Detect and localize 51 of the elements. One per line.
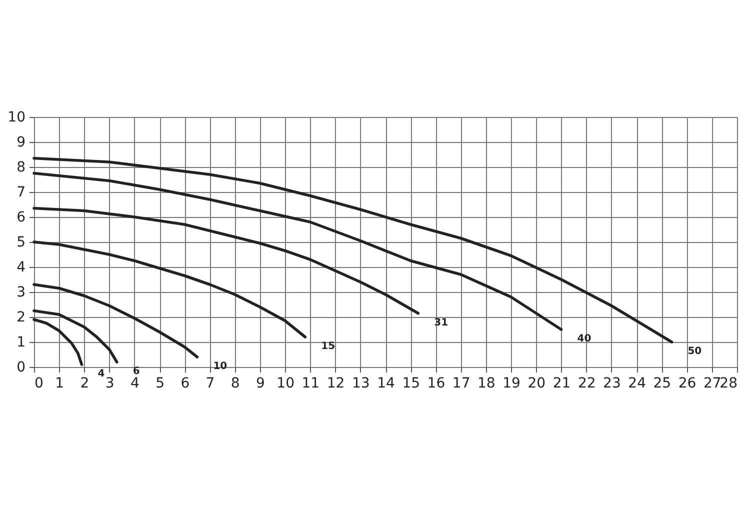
y-tick-label: 5 [16, 234, 26, 250]
x-tick-label: 6 [180, 376, 190, 392]
series-label: 50 [688, 346, 702, 357]
y-tick-label: 9 [16, 134, 26, 150]
x-tick-label: 16 [427, 376, 446, 392]
x-tick-label: 15 [402, 376, 420, 392]
x-tick-label: 7 [206, 376, 215, 392]
y-tick-label: 1 [16, 334, 26, 350]
x-tick-label: 2 [80, 376, 90, 392]
y-tick-label: 7 [16, 184, 26, 200]
line-series [32, 283, 199, 358]
x-tick-label: 5 [156, 376, 164, 392]
series-label: 4 [98, 368, 105, 380]
series-label: 15 [321, 341, 336, 352]
x-tick-label: 23 [603, 376, 621, 392]
line-series [32, 206, 420, 315]
y-tick-label: 4 [16, 260, 26, 276]
x-tick-label: 13 [352, 376, 370, 392]
y-tick-label: 0 [16, 360, 26, 376]
x-tick-label: 27 [703, 376, 722, 392]
x-tick-label: 17 [452, 376, 470, 392]
x-tick-label: 12 [326, 376, 345, 392]
y-tick-label: 2 [16, 310, 26, 326]
line-series [32, 240, 307, 338]
line-series [32, 309, 118, 364]
x-tick-label: 1 [55, 376, 64, 392]
y-tick-label: 8 [16, 160, 26, 176]
x-tick-label: 21 [552, 376, 571, 392]
x-tick-label: 22 [578, 376, 596, 392]
x-tick-label: 9 [256, 376, 265, 392]
line-series [32, 172, 563, 331]
x-tick-label: 18 [478, 376, 496, 392]
x-tick-label: 4 [130, 376, 140, 392]
x-tick-label: 28 [720, 376, 738, 392]
x-tick-label: 14 [377, 376, 395, 392]
x-tick-label: 24 [628, 376, 646, 392]
y-tick-label: 3 [16, 284, 26, 300]
x-tick-label: 8 [230, 376, 240, 392]
line-series [32, 318, 84, 366]
x-tick-label: 20 [528, 376, 546, 392]
x-tick-label: 11 [302, 376, 320, 392]
x-tick-label: 10 [276, 376, 294, 392]
y-tick-label: 6 [16, 210, 26, 226]
x-tick-label: 3 [105, 376, 114, 392]
x-tick-label: 26 [678, 376, 696, 392]
x-tick-label: 0 [34, 376, 44, 392]
y-tick-label: 10 [8, 110, 26, 126]
line-series [32, 156, 674, 344]
x-tick-label: 25 [653, 376, 672, 392]
x-tick-label: 19 [502, 376, 520, 392]
series-label: 6 [132, 366, 140, 377]
